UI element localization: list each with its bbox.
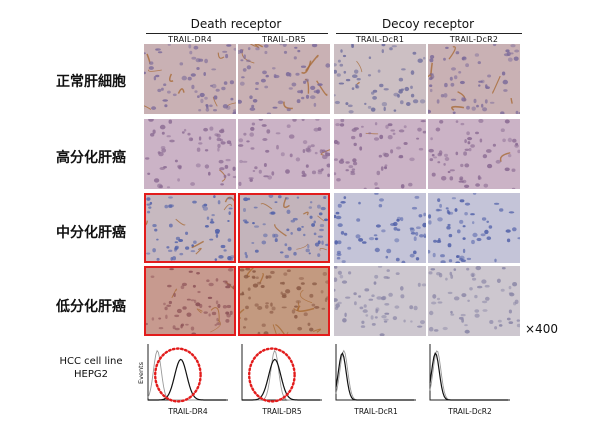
cell-line-id: HEPG2 (74, 369, 108, 380)
row-label-moderately-differentiated: 中分化肝癌 (56, 225, 126, 241)
micrograph-well-dr5 (238, 119, 330, 189)
micrograph-normal-dcr2 (428, 44, 520, 114)
histogram-dcr1 (334, 342, 418, 402)
row-label-poorly-differentiated: 低分化肝癌 (56, 299, 126, 315)
death-receptor-rule (146, 33, 328, 34)
histogram-dr4 (146, 342, 230, 403)
histogram-x-label-dcr1: TRAIL-DcR1 (354, 407, 398, 416)
column-header-dcr2: TRAIL-DcR2 (449, 35, 499, 44)
histogram-dr5 (240, 342, 324, 403)
micrograph-moderate-dr5 (238, 193, 330, 263)
histogram-y-label: Events (137, 361, 145, 384)
micrograph-poor-dr5 (238, 266, 330, 336)
micrograph-moderate-dcr1 (334, 193, 426, 263)
micrograph-poor-dcr2 (428, 266, 520, 336)
highlight-circle (153, 347, 202, 403)
histogram-x-label-dcr2: TRAIL-DcR2 (448, 407, 492, 416)
cell-line-label: HCC cell line HEPG2 (46, 355, 136, 381)
stained-sample-curve (242, 358, 320, 401)
row-label-normal-liver: 正常肝細胞 (56, 74, 126, 90)
histogram-axes (429, 344, 510, 401)
isotype-control-curve (429, 350, 508, 401)
death-receptor-title: Death receptor (190, 17, 282, 31)
micrograph-well-dr4 (144, 119, 236, 189)
micrograph-moderate-dr4 (144, 193, 236, 263)
micrograph-moderate-dcr2 (428, 193, 520, 263)
micrograph-well-dcr2 (428, 119, 520, 189)
micrograph-normal-dr4 (144, 44, 236, 114)
micrograph-normal-dr5 (238, 44, 330, 114)
column-header-dr4: TRAIL-DR4 (168, 35, 212, 44)
column-header-dr5: TRAIL-DR5 (262, 35, 306, 44)
micrograph-well-dcr1 (334, 119, 426, 189)
histogram-x-label-dr5: TRAIL-DR5 (262, 407, 302, 416)
micrograph-poor-dcr1 (334, 266, 426, 336)
histogram-x-label-dr4: TRAIL-DR4 (168, 407, 208, 416)
magnification-label: ×400 (525, 322, 558, 336)
cell-line-name: HCC cell line (59, 356, 123, 367)
decoy-receptor-title: Decoy receptor (381, 17, 475, 31)
isotype-control-curve (335, 349, 414, 401)
decoy-receptor-rule (336, 33, 522, 34)
micrograph-normal-dcr1 (334, 44, 426, 114)
micrograph-poor-dr4 (144, 266, 236, 336)
histogram-dcr2 (428, 342, 512, 402)
row-label-well-differentiated: 高分化肝癌 (56, 150, 126, 166)
highlight-circle (247, 347, 296, 403)
column-header-dcr1: TRAIL-DcR1 (355, 35, 405, 44)
stained-sample-curve (429, 352, 508, 401)
stained-sample-curve (335, 352, 414, 401)
stained-sample-curve (148, 358, 226, 401)
